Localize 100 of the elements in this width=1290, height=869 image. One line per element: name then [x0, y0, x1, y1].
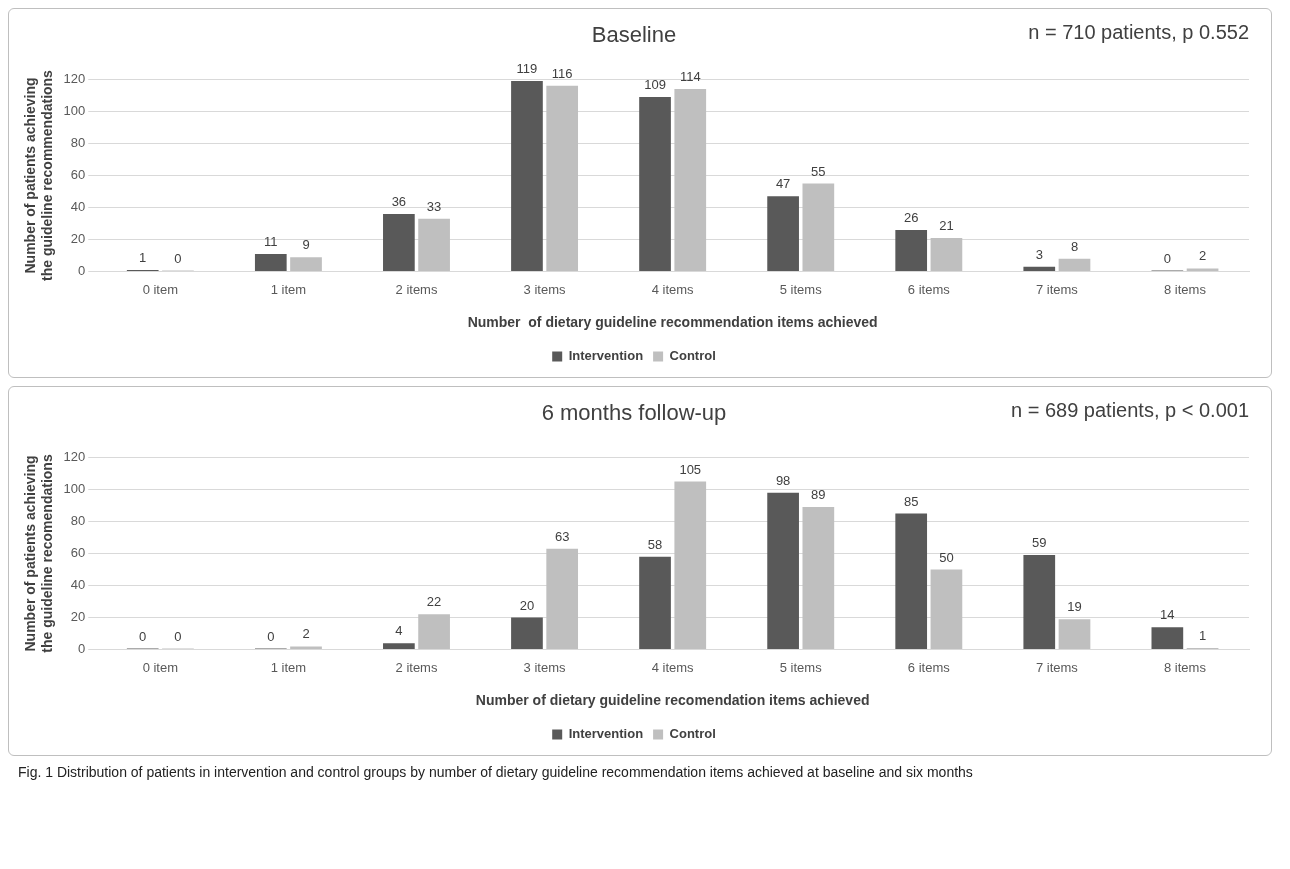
data-label: 89 [811, 487, 826, 503]
x-axis-title: Number of dietary guideline recomendation items achieved [475, 692, 870, 709]
text: n = 689 patients, p < 0.001 [1011, 398, 1249, 421]
y-tick-label: 60 [70, 545, 86, 561]
data-label: 4 [395, 623, 403, 639]
x-tick-label: 7 items [1035, 659, 1079, 675]
data-label: 105 [679, 461, 702, 477]
bar [1058, 619, 1091, 650]
bar [639, 97, 671, 272]
data-label: 0 [1163, 250, 1171, 266]
bar [674, 89, 707, 272]
bar [767, 492, 799, 650]
x-tick-label: 6 items [907, 659, 951, 675]
bar [802, 183, 835, 272]
data-label: 98 [775, 472, 791, 488]
bar [1023, 266, 1056, 272]
data-label: 9 [302, 237, 310, 253]
chart-title: 6 months follow-up [541, 400, 727, 426]
x-tick-label: 5 items [779, 659, 823, 675]
data-label: 19 [1067, 599, 1082, 615]
legend-label: Intervention [568, 348, 644, 364]
data-label: 8 [1070, 238, 1079, 254]
y-tick-label: 80 [70, 513, 86, 529]
data-label: 2 [302, 626, 310, 642]
data-label: 26 [903, 210, 919, 226]
y-tick-label: 0 [78, 641, 86, 657]
data-label: 3 [1035, 246, 1043, 262]
x-tick-label: 1 item [270, 281, 307, 297]
y-tick-label: 100 [63, 103, 86, 119]
bar [1023, 555, 1056, 650]
data-label: 0 [139, 628, 147, 644]
bar [1058, 258, 1091, 272]
y-tick-label: 40 [70, 577, 86, 593]
x-tick-label: 3 items [523, 659, 567, 675]
legend-label: Control [669, 348, 716, 364]
data-label: 21 [939, 218, 954, 234]
bar [511, 81, 543, 272]
data-label: 22 [426, 594, 442, 610]
y-axis-title: Number of patients achieving the guideline recommendations [22, 69, 56, 281]
data-label: 55 [811, 163, 826, 179]
data-label: 11 [264, 234, 278, 250]
data-label: 0 [267, 628, 275, 644]
bar [383, 213, 415, 272]
data-label: 116 [551, 65, 573, 81]
bar [1151, 627, 1184, 650]
caption: Fig. 1 Distribution of patients in intervention and control groups by number of dietary guideline recommendation items achieved at baseline and six months [18, 764, 974, 780]
y-tick-label: 20 [70, 609, 86, 625]
data-label: 85 [903, 493, 919, 509]
bar [674, 481, 707, 650]
data-label: 20 [519, 597, 535, 613]
bar [895, 229, 928, 272]
x-tick-label: 2 items [395, 281, 438, 297]
y-tick-label: 60 [70, 167, 86, 183]
x-tick-label: 8 items [1164, 659, 1207, 675]
bar [290, 257, 322, 272]
bar [1186, 268, 1219, 272]
data-label: 1 [1198, 628, 1207, 644]
data-label: 36 [391, 194, 407, 210]
y-tick-label: 100 [63, 481, 86, 497]
chart-title: Baseline [591, 22, 677, 48]
data-label: 63 [554, 528, 570, 544]
bar [639, 556, 671, 650]
data-label: 50 [939, 549, 954, 565]
bar [802, 507, 835, 650]
bar [418, 614, 450, 650]
bar [930, 569, 963, 650]
data-label: 33 [426, 198, 442, 214]
data-label: 59 [1032, 535, 1047, 551]
y-tick-label: 20 [70, 231, 86, 247]
x-tick-label: 8 items [1164, 281, 1207, 297]
y-tick-label: 40 [70, 199, 86, 215]
bar [290, 646, 322, 650]
data-label: 14 [1160, 607, 1175, 623]
data-label: 114 [679, 69, 701, 85]
bar [767, 196, 799, 272]
data-label: 47 [775, 176, 791, 192]
data-label: 0 [174, 250, 182, 266]
data-label: 119 [516, 61, 538, 77]
x-tick-label: 4 items [651, 659, 695, 675]
x-tick-label: 2 items [395, 659, 438, 675]
x-tick-label: 0 item [142, 281, 179, 297]
x-axis-title: Number of dietary guideline recommendation items achieved [467, 314, 878, 331]
data-label: 109 [644, 77, 666, 93]
legend-label: Intervention [568, 726, 644, 742]
x-tick-label: 1 item [270, 659, 307, 675]
x-tick-label: 7 items [1035, 281, 1079, 297]
text: n = 710 patients, p 0.552 [1028, 20, 1249, 43]
data-label: 58 [647, 536, 663, 552]
data-label: 1 [139, 250, 147, 266]
bar [546, 85, 579, 272]
y-tick-label: 80 [70, 135, 86, 151]
bar [418, 218, 450, 272]
bar [930, 237, 963, 272]
x-tick-label: 3 items [523, 281, 567, 297]
data-label: 0 [174, 628, 182, 644]
x-tick-label: 6 items [907, 281, 951, 297]
bar [511, 617, 543, 650]
legend-label: Control [669, 726, 716, 742]
data-label: 2 [1198, 248, 1207, 264]
y-tick-label: 120 [63, 448, 86, 464]
